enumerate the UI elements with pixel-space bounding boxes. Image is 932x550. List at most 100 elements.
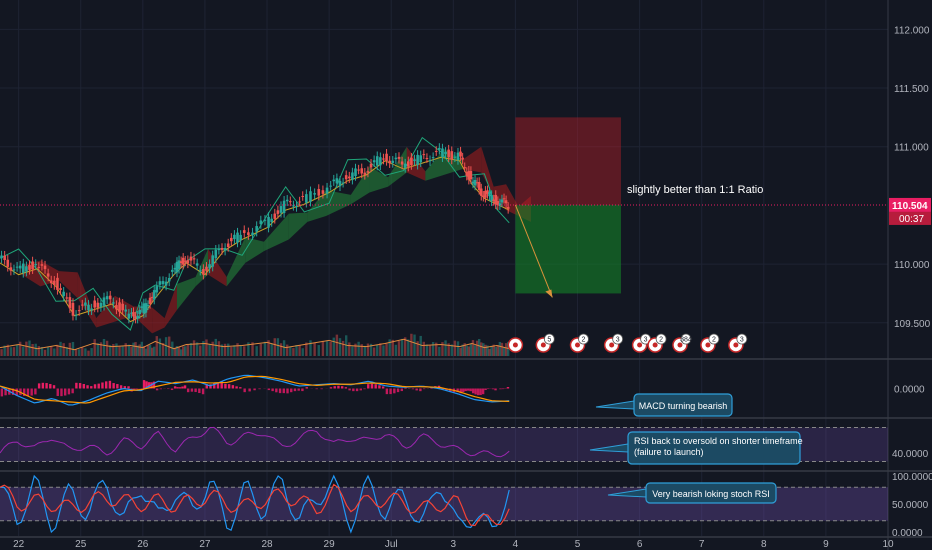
- candle-body: [71, 302, 75, 316]
- candle-body: [298, 201, 301, 203]
- volume-bar: [267, 340, 270, 356]
- volume-bar: [28, 340, 31, 356]
- economic-event-marker[interactable]: 3: [603, 333, 624, 353]
- candle-body: [406, 161, 410, 167]
- macd-histogram-bar: [393, 388, 396, 394]
- volume-bar: [202, 341, 205, 356]
- candle-body: [134, 316, 137, 319]
- candle-body: [313, 193, 316, 195]
- volume-bar: [0, 349, 3, 356]
- macd-histogram-bar: [486, 388, 490, 390]
- volume-bar: [220, 344, 224, 356]
- macd-histogram-bar: [315, 388, 318, 390]
- volume-bar: [453, 340, 457, 356]
- lagging-lines: [0, 136, 510, 331]
- economic-event-marker[interactable]: 3: [728, 333, 748, 353]
- volume-bar: [136, 345, 139, 356]
- volume-bar: [444, 340, 447, 356]
- economic-event-marker[interactable]: 3: [631, 333, 652, 353]
- volume-bar: [121, 345, 124, 356]
- countdown-tag: [889, 211, 931, 225]
- volume-bar: [211, 341, 214, 356]
- macd-histogram-bar: [297, 388, 300, 391]
- annotation-callout[interactable]: Very bearish loking stoch RSI: [607, 482, 777, 504]
- economic-event-marker[interactable]: 2: [700, 333, 720, 353]
- candle-body: [90, 308, 93, 311]
- macd-histogram-bar: [178, 387, 182, 389]
- macd-histogram-bar: [282, 388, 285, 394]
- macd-pane: [0, 374, 510, 406]
- candle-body: [488, 191, 491, 197]
- volume-bar: [325, 341, 329, 356]
- candle-body: [152, 290, 156, 300]
- macd-histogram-bar: [93, 384, 97, 389]
- candle-body: [77, 310, 81, 312]
- macd-histogram-bar: [170, 388, 174, 391]
- macd-histogram-bar: [112, 383, 115, 389]
- candle-body: [142, 303, 146, 314]
- volume-bar: [3, 345, 6, 356]
- volume-bar: [469, 343, 473, 356]
- candle-body: [0, 255, 3, 259]
- volume-bar: [227, 343, 230, 356]
- macd-histogram-bar: [456, 388, 459, 393]
- volume-bar: [173, 347, 177, 356]
- annotation-callout[interactable]: RSI back to oversold on shorter timefram…: [589, 431, 803, 465]
- volume-bar: [175, 346, 179, 356]
- economic-event-marker[interactable]: 2: [569, 333, 589, 353]
- volume-bar: [109, 345, 112, 356]
- volume-bar: [168, 336, 171, 356]
- volume-bar: [186, 344, 190, 356]
- volume-bar: [282, 340, 286, 356]
- volume-bar: [425, 344, 429, 356]
- annotation-callout[interactable]: MACD turning bearish: [595, 393, 733, 417]
- macd-histogram-bar: [41, 382, 45, 389]
- price-axis-tick-label: 109.500: [894, 319, 931, 330]
- stop-loss-zone[interactable]: [515, 117, 621, 205]
- callout-box: [627, 431, 801, 465]
- candle-body: [363, 172, 367, 175]
- macd-histogram-bar: [459, 388, 462, 394]
- macd-histogram-bar: [140, 388, 143, 390]
- time-axis-tick-label: 28: [261, 539, 273, 550]
- macd-histogram-bar: [464, 388, 467, 392]
- volume-bar: [357, 341, 360, 356]
- candle-body: [6, 259, 10, 267]
- candle-body: [459, 151, 462, 157]
- candle-body: [477, 182, 481, 190]
- candle-body: [431, 157, 435, 159]
- candle-body: [410, 157, 413, 166]
- macd-histogram-bar: [186, 388, 190, 393]
- volume-bar: [502, 347, 506, 356]
- candle-body: [59, 288, 62, 291]
- candle-body: [99, 302, 103, 308]
- candle-body: [425, 158, 429, 160]
- economic-event-marker[interactable]: 5: [535, 333, 555, 353]
- candle-body: [239, 234, 242, 241]
- candle-body: [31, 261, 34, 270]
- volume-bar: [447, 343, 450, 356]
- volume-bar: [372, 347, 376, 356]
- macd-histogram-bar: [305, 387, 308, 389]
- take-profit-zone[interactable]: [515, 204, 621, 294]
- volume-bar: [467, 346, 471, 356]
- macd-histogram-bar: [248, 388, 251, 392]
- candle-body: [34, 264, 38, 266]
- volume-bar: [475, 340, 479, 356]
- macd-histogram-bar: [271, 388, 274, 392]
- volume-bar: [12, 347, 16, 356]
- macd-histogram-bar: [301, 388, 304, 392]
- volume-bar: [459, 347, 462, 356]
- candle-body: [332, 179, 336, 182]
- economic-event-marker[interactable]: 384: [672, 333, 692, 353]
- callout-box: [633, 393, 733, 417]
- macd-histogram-bar: [181, 386, 184, 389]
- economic-event-marker[interactable]: [507, 337, 524, 353]
- volume-bar: [251, 342, 254, 356]
- candle-body: [226, 243, 230, 248]
- event-count-label: 2: [582, 337, 586, 344]
- event-count-label: 2: [712, 337, 716, 344]
- event-count-label: 3: [644, 337, 648, 344]
- economic-event-marker[interactable]: 2: [647, 333, 667, 353]
